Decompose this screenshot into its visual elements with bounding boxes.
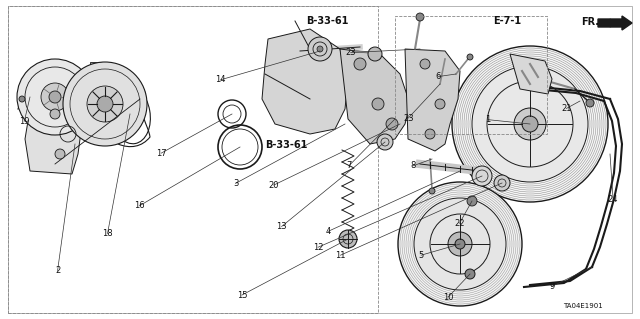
Text: E-7-1: E-7-1 [493, 16, 521, 26]
Circle shape [425, 129, 435, 139]
Text: TA04E1901: TA04E1901 [563, 303, 603, 309]
Circle shape [50, 109, 60, 119]
Circle shape [49, 91, 61, 103]
Polygon shape [25, 101, 82, 174]
Text: 20: 20 [269, 181, 279, 189]
Text: 5: 5 [419, 251, 424, 260]
Text: 23: 23 [403, 114, 413, 122]
Circle shape [17, 59, 93, 135]
Text: 14: 14 [216, 75, 226, 84]
Circle shape [452, 46, 608, 202]
Circle shape [317, 46, 323, 52]
Circle shape [429, 188, 435, 194]
Text: 22: 22 [454, 219, 465, 228]
Text: 4: 4 [326, 227, 331, 236]
Circle shape [97, 96, 113, 112]
Circle shape [368, 47, 382, 61]
Circle shape [435, 99, 445, 109]
Text: B-33-61: B-33-61 [306, 16, 348, 26]
Circle shape [55, 149, 65, 159]
Circle shape [398, 182, 522, 306]
Text: 12: 12 [313, 243, 323, 252]
Circle shape [448, 232, 472, 256]
Text: 15: 15 [237, 291, 247, 300]
Text: FR.: FR. [581, 17, 599, 27]
Polygon shape [340, 49, 410, 144]
Circle shape [308, 37, 332, 61]
Text: 18: 18 [102, 229, 113, 238]
Circle shape [414, 198, 506, 290]
Text: 1: 1 [485, 115, 490, 124]
Circle shape [514, 108, 546, 140]
Text: 9: 9 [549, 282, 554, 291]
Text: 17: 17 [156, 149, 166, 158]
Bar [90, 62, 102, 74]
Text: 23: 23 [346, 48, 356, 57]
Bar [395, 16, 547, 134]
Circle shape [420, 59, 430, 69]
Text: 24: 24 [608, 195, 618, 204]
Text: 6: 6 [436, 72, 441, 81]
Circle shape [467, 196, 477, 206]
Circle shape [494, 175, 510, 191]
Text: 8: 8 [410, 161, 415, 170]
Text: 3: 3 [233, 179, 238, 188]
Text: 13: 13 [276, 222, 287, 231]
Circle shape [522, 116, 538, 132]
Circle shape [19, 96, 25, 102]
Circle shape [339, 230, 357, 248]
Polygon shape [262, 29, 348, 134]
Circle shape [87, 86, 123, 122]
Bar [8, 6, 378, 313]
Circle shape [416, 13, 424, 21]
Circle shape [386, 118, 398, 130]
Circle shape [472, 166, 492, 186]
FancyArrow shape [598, 16, 632, 30]
Circle shape [372, 98, 384, 110]
Circle shape [467, 54, 473, 60]
Circle shape [455, 239, 465, 249]
Circle shape [465, 269, 475, 279]
Text: 16: 16 [134, 201, 145, 210]
Text: B-33-61: B-33-61 [266, 140, 308, 150]
Circle shape [586, 99, 594, 107]
Text: 21: 21 [561, 104, 572, 113]
Circle shape [63, 62, 147, 146]
Text: 10: 10 [443, 293, 453, 302]
Circle shape [377, 134, 393, 150]
Polygon shape [510, 54, 552, 94]
Polygon shape [405, 49, 460, 151]
Circle shape [472, 66, 588, 182]
Circle shape [41, 83, 69, 111]
Text: 11: 11 [335, 251, 346, 260]
Text: 7: 7 [346, 161, 351, 170]
Text: 2: 2 [55, 266, 60, 275]
Text: 19: 19 [19, 117, 29, 126]
Circle shape [354, 58, 366, 70]
